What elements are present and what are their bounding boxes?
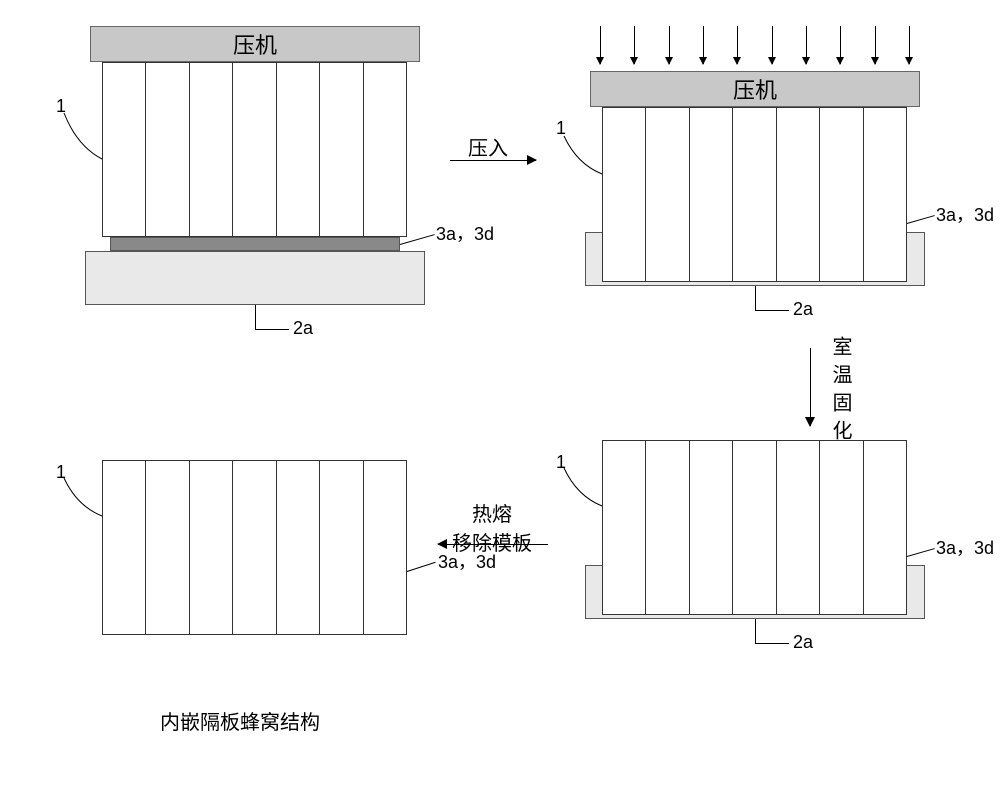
press-bar: 压机 [90, 26, 420, 62]
label-1: 1 [56, 96, 66, 117]
leader-2ac-h [755, 643, 789, 644]
label-1c: 1 [556, 452, 566, 473]
label-3ac: 3a，3d [936, 534, 994, 560]
honeycomb-block-4 [102, 460, 407, 635]
label-3ad: 3a，3d [438, 548, 496, 574]
diagram-canvas: 压机 1 3a，3d 2a 压入 压机 1 [20, 20, 1000, 789]
honeycomb-block-3 [602, 440, 907, 615]
leader-3ad [407, 562, 436, 572]
label-3ab: 3a，3d [936, 201, 994, 227]
label-2ab: 2a [793, 299, 813, 320]
leader-1b [562, 134, 604, 184]
label-1b: 1 [556, 118, 566, 139]
separator-layer [110, 237, 400, 251]
step-cure: 室温固化 [826, 336, 855, 448]
leader-2ab [755, 286, 756, 310]
leader-1c [562, 466, 604, 516]
leader-2a-h [255, 329, 289, 330]
label-2a: 2a [293, 318, 313, 339]
panel-1: 压机 1 3a，3d 2a [80, 26, 440, 316]
leader-1d [62, 476, 104, 526]
panel-4: 1 3a，3d [80, 460, 440, 700]
label-3a: 3a，3d [436, 220, 494, 246]
template-block [85, 251, 425, 305]
force-arrows [600, 26, 910, 64]
label-2ac: 2a [793, 632, 813, 653]
leader-2ac [755, 619, 756, 643]
final-caption: 内嵌隔板蜂窝结构 [160, 706, 320, 735]
panel-2: 压机 1 3a，3d 2a [560, 26, 960, 316]
press-bar-2: 压机 [590, 71, 920, 107]
arrow-cure [810, 348, 811, 426]
honeycomb-block [102, 62, 407, 237]
step-press-in: 压入 [468, 132, 508, 161]
panel-3: 1 3a，3d 2a [560, 440, 960, 700]
leader-2ab-h [755, 310, 789, 311]
leader-1 [62, 111, 104, 171]
label-1d: 1 [56, 462, 66, 483]
leader-2a [255, 305, 256, 329]
honeycomb-block-2 [602, 107, 907, 282]
